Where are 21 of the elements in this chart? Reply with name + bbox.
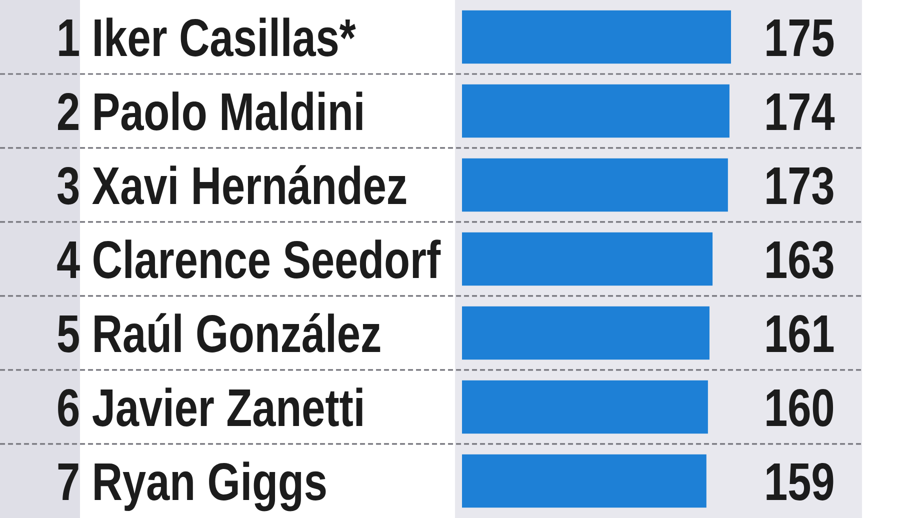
data-label: 175 [766,20,834,56]
data-label: 159 [766,462,834,500]
bar [462,84,730,138]
bar [462,380,708,434]
data-label: 174 [766,94,835,130]
data-label: 163 [766,240,834,279]
y-tick-label: 1 Iker Casillas* [59,18,356,56]
data-label: 161 [766,314,834,352]
y-tick-label: 3 Xavi Hernández [58,165,406,205]
y-tick-label: 7 Ryan Giggs [58,462,326,512]
y-tick-label: 4 Clarence Seedorf [57,240,441,278]
y-tick-label: 2 Paolo Maldini [58,92,362,130]
y-tick-label: 5 Raúl González [58,313,380,352]
data-label: 160 [766,388,834,426]
bar [462,158,728,212]
bar [462,10,731,64]
data-label: 173 [766,166,834,205]
bar [462,306,710,360]
bar [462,232,713,286]
y-tick-label: 6 Javier Zanetti [58,388,362,426]
bar [462,454,706,508]
